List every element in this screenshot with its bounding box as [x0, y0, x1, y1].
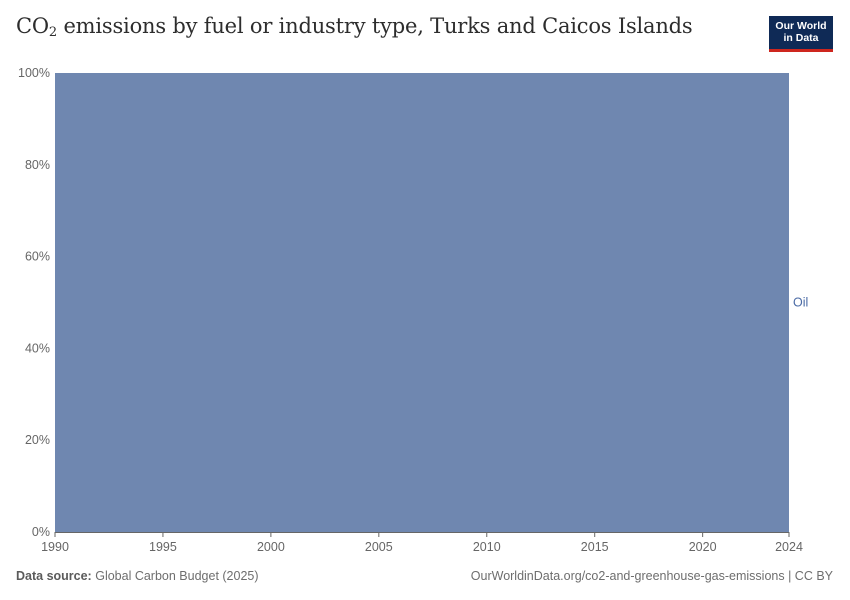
y-tick-label: 20% — [25, 433, 50, 447]
area-series-oil — [55, 73, 789, 532]
title-rest: emissions by fuel or industry type, Turk… — [56, 14, 693, 38]
x-tick-label: 1990 — [41, 540, 69, 554]
x-tick-label: 2010 — [473, 540, 501, 554]
owid-logo[interactable]: Our World in Data — [769, 16, 833, 52]
x-tick-label: 2000 — [257, 540, 285, 554]
x-tick-label: 2024 — [775, 540, 803, 554]
data-source: Data source: Global Carbon Budget (2025) — [16, 569, 259, 583]
logo-line-2: in Data — [783, 32, 819, 44]
x-tick-label: 1995 — [149, 540, 177, 554]
y-tick-label: 0% — [32, 525, 50, 539]
y-tick-label: 100% — [18, 66, 50, 80]
data-source-link[interactable]: Global Carbon Budget (2025) — [95, 569, 259, 583]
title-subscript: 2 — [48, 25, 57, 40]
logo-line-1: Our World — [775, 20, 827, 32]
chart-title: CO2 emissions by fuel or industry type, … — [16, 14, 693, 40]
legend-label-oil: Oil — [793, 296, 808, 310]
y-tick-label: 40% — [25, 341, 50, 355]
title-co: CO — [16, 14, 49, 38]
data-source-label: Data source: — [16, 569, 92, 583]
x-tick-label: 2020 — [689, 540, 717, 554]
source-url[interactable]: OurWorldinData.org/co2-and-greenhouse-ga… — [470, 569, 833, 583]
y-tick-label: 80% — [25, 158, 50, 172]
y-tick-label: 60% — [25, 250, 50, 264]
x-tick-label: 2015 — [581, 540, 609, 554]
x-tick-label: 2005 — [365, 540, 393, 554]
